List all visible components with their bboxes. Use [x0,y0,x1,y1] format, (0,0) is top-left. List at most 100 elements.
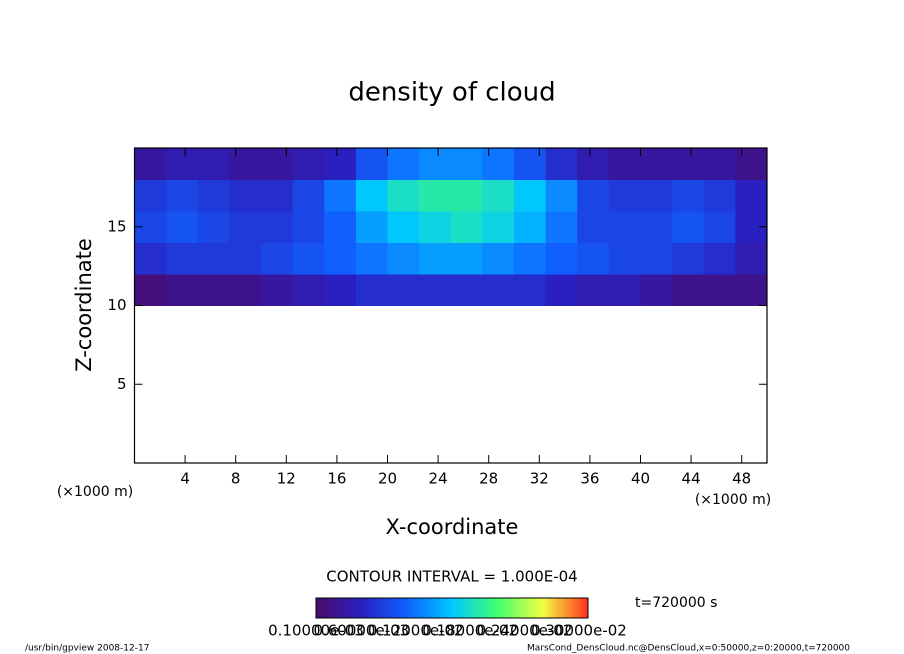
cell [292,148,325,180]
cell [419,242,452,275]
cell [355,242,388,275]
colorbar-label: 0.30000e-02 [531,622,627,640]
x-tick-label: 8 [231,470,241,488]
cell [672,179,705,212]
cell [229,148,262,180]
cell [450,211,483,243]
cell [640,211,673,243]
cell [735,148,768,180]
cell [166,274,199,306]
x-tick-label: 20 [378,470,397,488]
x-axis-label: X-coordinate [386,515,519,539]
x-tick-label: 44 [682,470,701,488]
x-tick-label: 36 [580,470,599,488]
colorbar-label: 0.10000e-03 [268,622,364,640]
cell [577,148,610,180]
cell [387,242,420,275]
cell [672,242,705,275]
cell [419,274,452,306]
cell [482,211,515,243]
cell [545,211,578,243]
cell [703,148,736,180]
cell [608,242,641,275]
cell [261,148,294,180]
cell [355,148,388,180]
cell [292,179,325,212]
cell [672,274,705,306]
cell [545,274,578,306]
cell [355,274,388,306]
cell [608,179,641,212]
x-tick-label: 12 [277,470,296,488]
cell [261,211,294,243]
cell [577,211,610,243]
cell [197,211,230,243]
cell [577,179,610,212]
cell [166,242,199,275]
x-tick-label: 4 [180,470,190,488]
cell [735,274,768,306]
y-tick-label: 10 [107,296,126,314]
cell [292,242,325,275]
cell [197,242,230,275]
cell [482,179,515,212]
cell [450,274,483,306]
colorbar-label: 0.60000e-03 [313,622,409,640]
y-tick-label: 15 [107,217,126,235]
x-tick-label: 48 [732,470,751,488]
cell [577,242,610,275]
cell [197,148,230,180]
x-tick-label: 16 [327,470,346,488]
cell [324,242,357,275]
cell [608,211,641,243]
cell [261,274,294,306]
cell [450,148,483,180]
cell [387,274,420,306]
cell [703,242,736,275]
cell [261,179,294,212]
cell [166,179,199,212]
cell [514,179,547,212]
cell [703,211,736,243]
cell [735,179,768,212]
cell [514,148,547,180]
cell [419,148,452,180]
cell [514,242,547,275]
time-label: t=720000 s [635,595,717,611]
cell [324,274,357,306]
cell [419,179,452,212]
cell [229,274,262,306]
cell [324,179,357,212]
cell [324,148,357,180]
cell [450,179,483,212]
cell [134,148,167,180]
x-unit: (×1000 m) [695,492,771,508]
cell [387,148,420,180]
cell [608,274,641,306]
cell [735,242,768,275]
cell [355,211,388,243]
cell [514,211,547,243]
y-axis-label: Z-coordinate [72,238,96,372]
cell [672,211,705,243]
cell [672,148,705,180]
cell [355,179,388,212]
colorbar [315,597,589,619]
footer-left: /usr/bin/gpview 2008-12-17 [25,644,149,654]
x-tick-label: 40 [631,470,650,488]
chart-title: density of cloud [348,78,555,108]
cell [229,211,262,243]
colorbar-label: 0.24000e-02 [477,622,573,640]
cell [482,274,515,306]
cell [134,274,167,306]
cell [640,148,673,180]
cell [482,148,515,180]
cell [545,148,578,180]
cell [166,211,199,243]
cell [640,242,673,275]
cell [229,179,262,212]
cell [261,242,294,275]
cell [640,179,673,212]
